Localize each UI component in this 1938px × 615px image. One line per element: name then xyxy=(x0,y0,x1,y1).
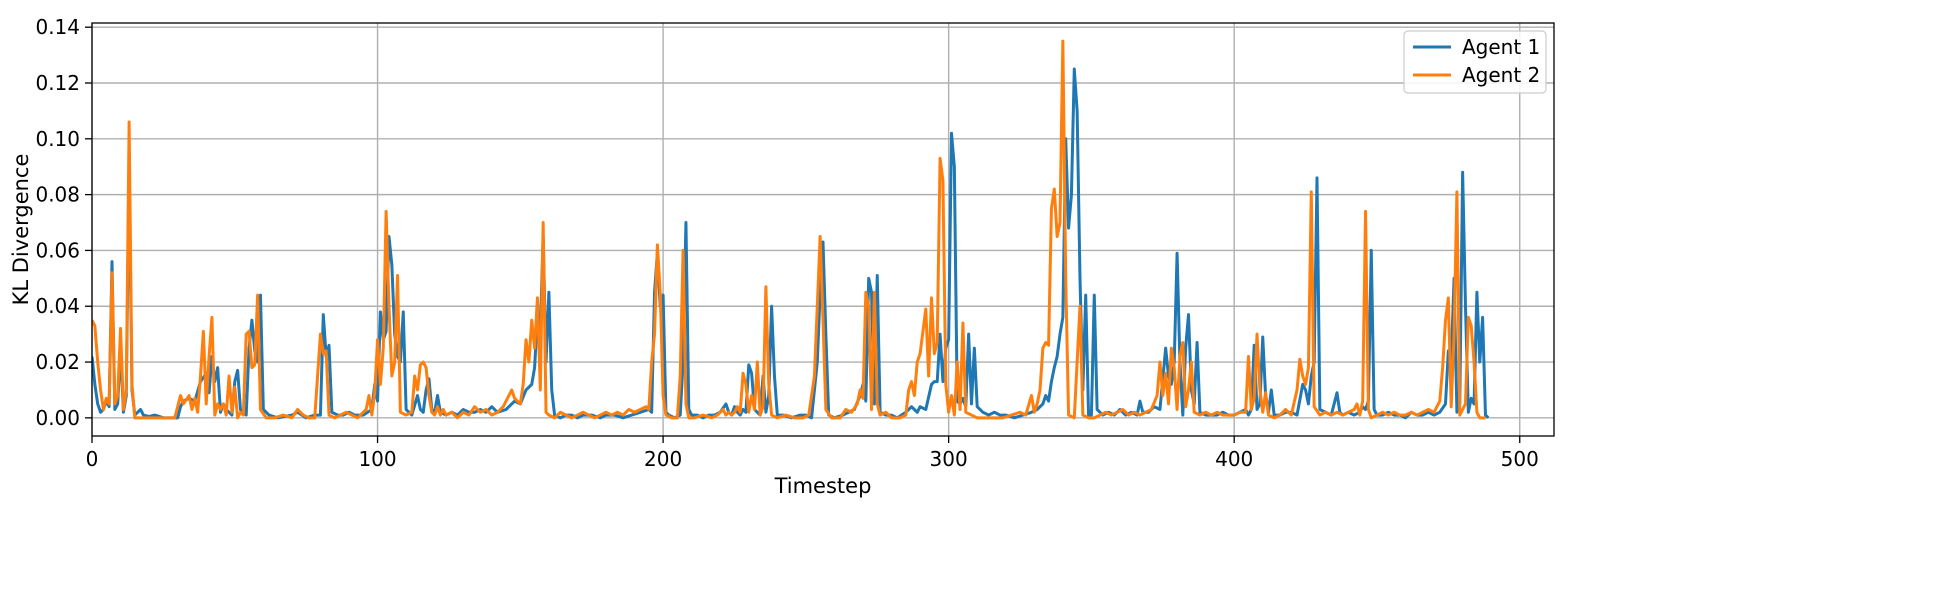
legend-label: Agent 1 xyxy=(1462,35,1540,59)
series-line-agent-1 xyxy=(92,67,1490,420)
legend-label: Agent 2 xyxy=(1462,63,1540,87)
y-tick-label: 0.08 xyxy=(35,183,80,207)
y-tick-label: 0.04 xyxy=(35,294,80,318)
y-axis-label: KL Divergence xyxy=(9,154,33,306)
y-tick-label: 0.10 xyxy=(35,127,80,151)
y-tick-label: 0.02 xyxy=(35,350,80,374)
legend: Agent 1 Agent 2 xyxy=(1403,30,1547,94)
ticks: 0 100 200 300 400 500 0.00 0.02 0.04 0.06 0.08 0.10… xyxy=(35,15,1538,471)
x-tick-label: 500 xyxy=(1501,447,1539,471)
x-tick-label: 400 xyxy=(1215,447,1253,471)
y-tick-label: 0.00 xyxy=(35,406,80,430)
x-tick-label: 0 xyxy=(86,447,99,471)
y-tick-label: 0.14 xyxy=(35,15,80,39)
y-tick-label: 0.12 xyxy=(35,71,80,95)
plot-frame xyxy=(91,22,1555,437)
x-tick-label: 100 xyxy=(358,447,396,471)
x-tick-label: 200 xyxy=(644,447,682,471)
series-layer xyxy=(92,39,1490,420)
y-tick-label: 0.06 xyxy=(35,238,80,262)
x-tick-label: 300 xyxy=(930,447,968,471)
x-axis-label: Timestep xyxy=(774,474,872,498)
series-line-agent-2 xyxy=(92,39,1486,420)
